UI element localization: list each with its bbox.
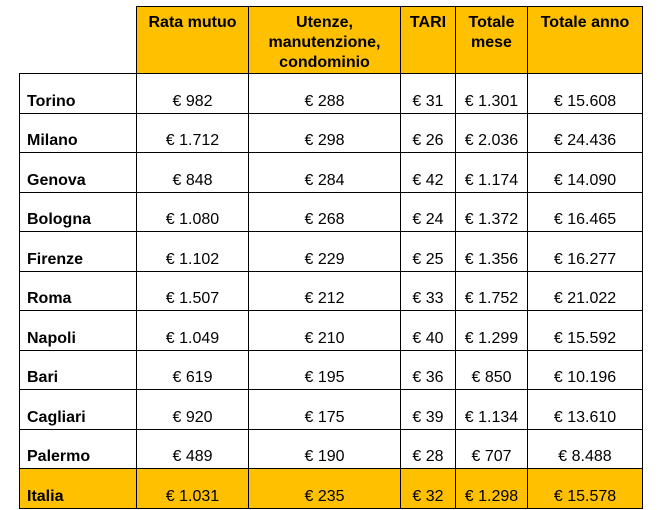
tari-cell: € 24 [400, 191, 456, 232]
rata-mutuo-cell: € 1.049 [136, 310, 249, 351]
utenze-cell: € 210 [248, 310, 401, 351]
tari-cell: € 31 [400, 73, 456, 114]
rata-mutuo-cell: € 1.712 [136, 112, 249, 153]
rata-mutuo-cell: € 1.080 [136, 191, 249, 232]
tari-cell: € 26 [400, 112, 456, 153]
table-row: Napoli € 1.049 € 210 € 40 € 1.299 € 15.592 [19, 310, 643, 351]
utenze-cell: € 175 [248, 389, 401, 430]
rata-mutuo-cell: € 982 [136, 73, 249, 114]
city-cell: Napoli [19, 310, 137, 351]
table-row: Milano € 1.712 € 298 € 26 € 2.036 € 24.436 [19, 112, 643, 153]
table-body: Torino € 982 € 288 € 31 € 1.301 € 15.608 Milan… [19, 73, 643, 509]
table-row: Roma € 1.507 € 212 € 33 € 1.752 € 21.022 [19, 270, 643, 311]
rata-mutuo-cell: € 920 [136, 389, 249, 430]
city-cell: Bari [19, 349, 137, 390]
totale-anno-cell: € 24.436 [527, 112, 643, 153]
totale-anno-cell: € 13.610 [527, 389, 643, 430]
header-corner-cell [19, 6, 137, 74]
totale-anno-cell: € 10.196 [527, 349, 643, 390]
rata-mutuo-cell: € 848 [136, 152, 249, 193]
city-cell: Genova [19, 152, 137, 193]
totale-mese-cell: € 1.298 [455, 468, 528, 509]
table-header: Rata mutuo Utenze, manutenzione, condomi… [19, 6, 643, 74]
totale-anno-cell: € 21.022 [527, 270, 643, 311]
city-cell: Palermo [19, 428, 137, 469]
table-row: Palermo € 489 € 190 € 28 € 707 € 8.488 [19, 428, 643, 469]
utenze-cell: € 235 [248, 468, 401, 509]
rata-mutuo-cell: € 1.031 [136, 468, 249, 509]
rata-mutuo-cell: € 619 [136, 349, 249, 390]
totale-anno-cell: € 15.578 [527, 468, 643, 509]
city-cell: Italia [19, 468, 137, 509]
city-cell: Firenze [19, 231, 137, 272]
header-row: Rata mutuo Utenze, manutenzione, condomi… [19, 6, 643, 74]
rata-mutuo-cell: € 1.507 [136, 270, 249, 311]
tari-cell: € 25 [400, 231, 456, 272]
tari-cell: € 33 [400, 270, 456, 311]
tari-cell: € 39 [400, 389, 456, 430]
rata-mutuo-cell: € 1.102 [136, 231, 249, 272]
totale-mese-cell: € 1.301 [455, 73, 528, 114]
totale-mese-cell: € 1.752 [455, 270, 528, 311]
city-cell: Roma [19, 270, 137, 311]
utenze-cell: € 288 [248, 73, 401, 114]
tari-cell: € 28 [400, 428, 456, 469]
header-utenze: Utenze, manutenzione, condominio [248, 6, 401, 74]
cost-table: Rata mutuo Utenze, manutenzione, condomi… [19, 6, 643, 509]
header-totale-mese: Totale mese [455, 6, 528, 74]
tari-cell: € 40 [400, 310, 456, 351]
totale-anno-cell: € 8.488 [527, 428, 643, 469]
tari-cell: € 42 [400, 152, 456, 193]
utenze-cell: € 284 [248, 152, 401, 193]
totale-anno-cell: € 14.090 [527, 152, 643, 193]
utenze-cell: € 268 [248, 191, 401, 232]
totale-anno-cell: € 15.592 [527, 310, 643, 351]
tari-cell: € 36 [400, 349, 456, 390]
totale-mese-cell: € 1.356 [455, 231, 528, 272]
totale-mese-cell: € 2.036 [455, 112, 528, 153]
totale-anno-cell: € 15.608 [527, 73, 643, 114]
table-row: Firenze € 1.102 € 229 € 25 € 1.356 € 16.277 [19, 231, 643, 272]
table-total-row: Italia € 1.031 € 235 € 32 € 1.298 € 15.578 [19, 468, 643, 509]
table-row: Genova € 848 € 284 € 42 € 1.174 € 14.090 [19, 152, 643, 193]
table-row: Bari € 619 € 195 € 36 € 850 € 10.196 [19, 349, 643, 390]
tari-cell: € 32 [400, 468, 456, 509]
totale-mese-cell: € 707 [455, 428, 528, 469]
totale-anno-cell: € 16.277 [527, 231, 643, 272]
utenze-cell: € 195 [248, 349, 401, 390]
city-cell: Torino [19, 73, 137, 114]
header-tari: TARI [400, 6, 456, 74]
table-row: Bologna € 1.080 € 268 € 24 € 1.372 € 16.465 [19, 191, 643, 232]
utenze-cell: € 212 [248, 270, 401, 311]
header-totale-anno: Totale anno [527, 6, 643, 74]
utenze-cell: € 298 [248, 112, 401, 153]
table-row: Cagliari € 920 € 175 € 39 € 1.134 € 13.610 [19, 389, 643, 430]
totale-mese-cell: € 1.174 [455, 152, 528, 193]
header-rata-mutuo: Rata mutuo [136, 6, 249, 74]
totale-mese-cell: € 850 [455, 349, 528, 390]
rata-mutuo-cell: € 489 [136, 428, 249, 469]
utenze-cell: € 229 [248, 231, 401, 272]
table-row: Torino € 982 € 288 € 31 € 1.301 € 15.608 [19, 73, 643, 114]
utenze-cell: € 190 [248, 428, 401, 469]
totale-mese-cell: € 1.299 [455, 310, 528, 351]
totale-mese-cell: € 1.134 [455, 389, 528, 430]
city-cell: Milano [19, 112, 137, 153]
totale-mese-cell: € 1.372 [455, 191, 528, 232]
city-cell: Bologna [19, 191, 137, 232]
city-cell: Cagliari [19, 389, 137, 430]
totale-anno-cell: € 16.465 [527, 191, 643, 232]
